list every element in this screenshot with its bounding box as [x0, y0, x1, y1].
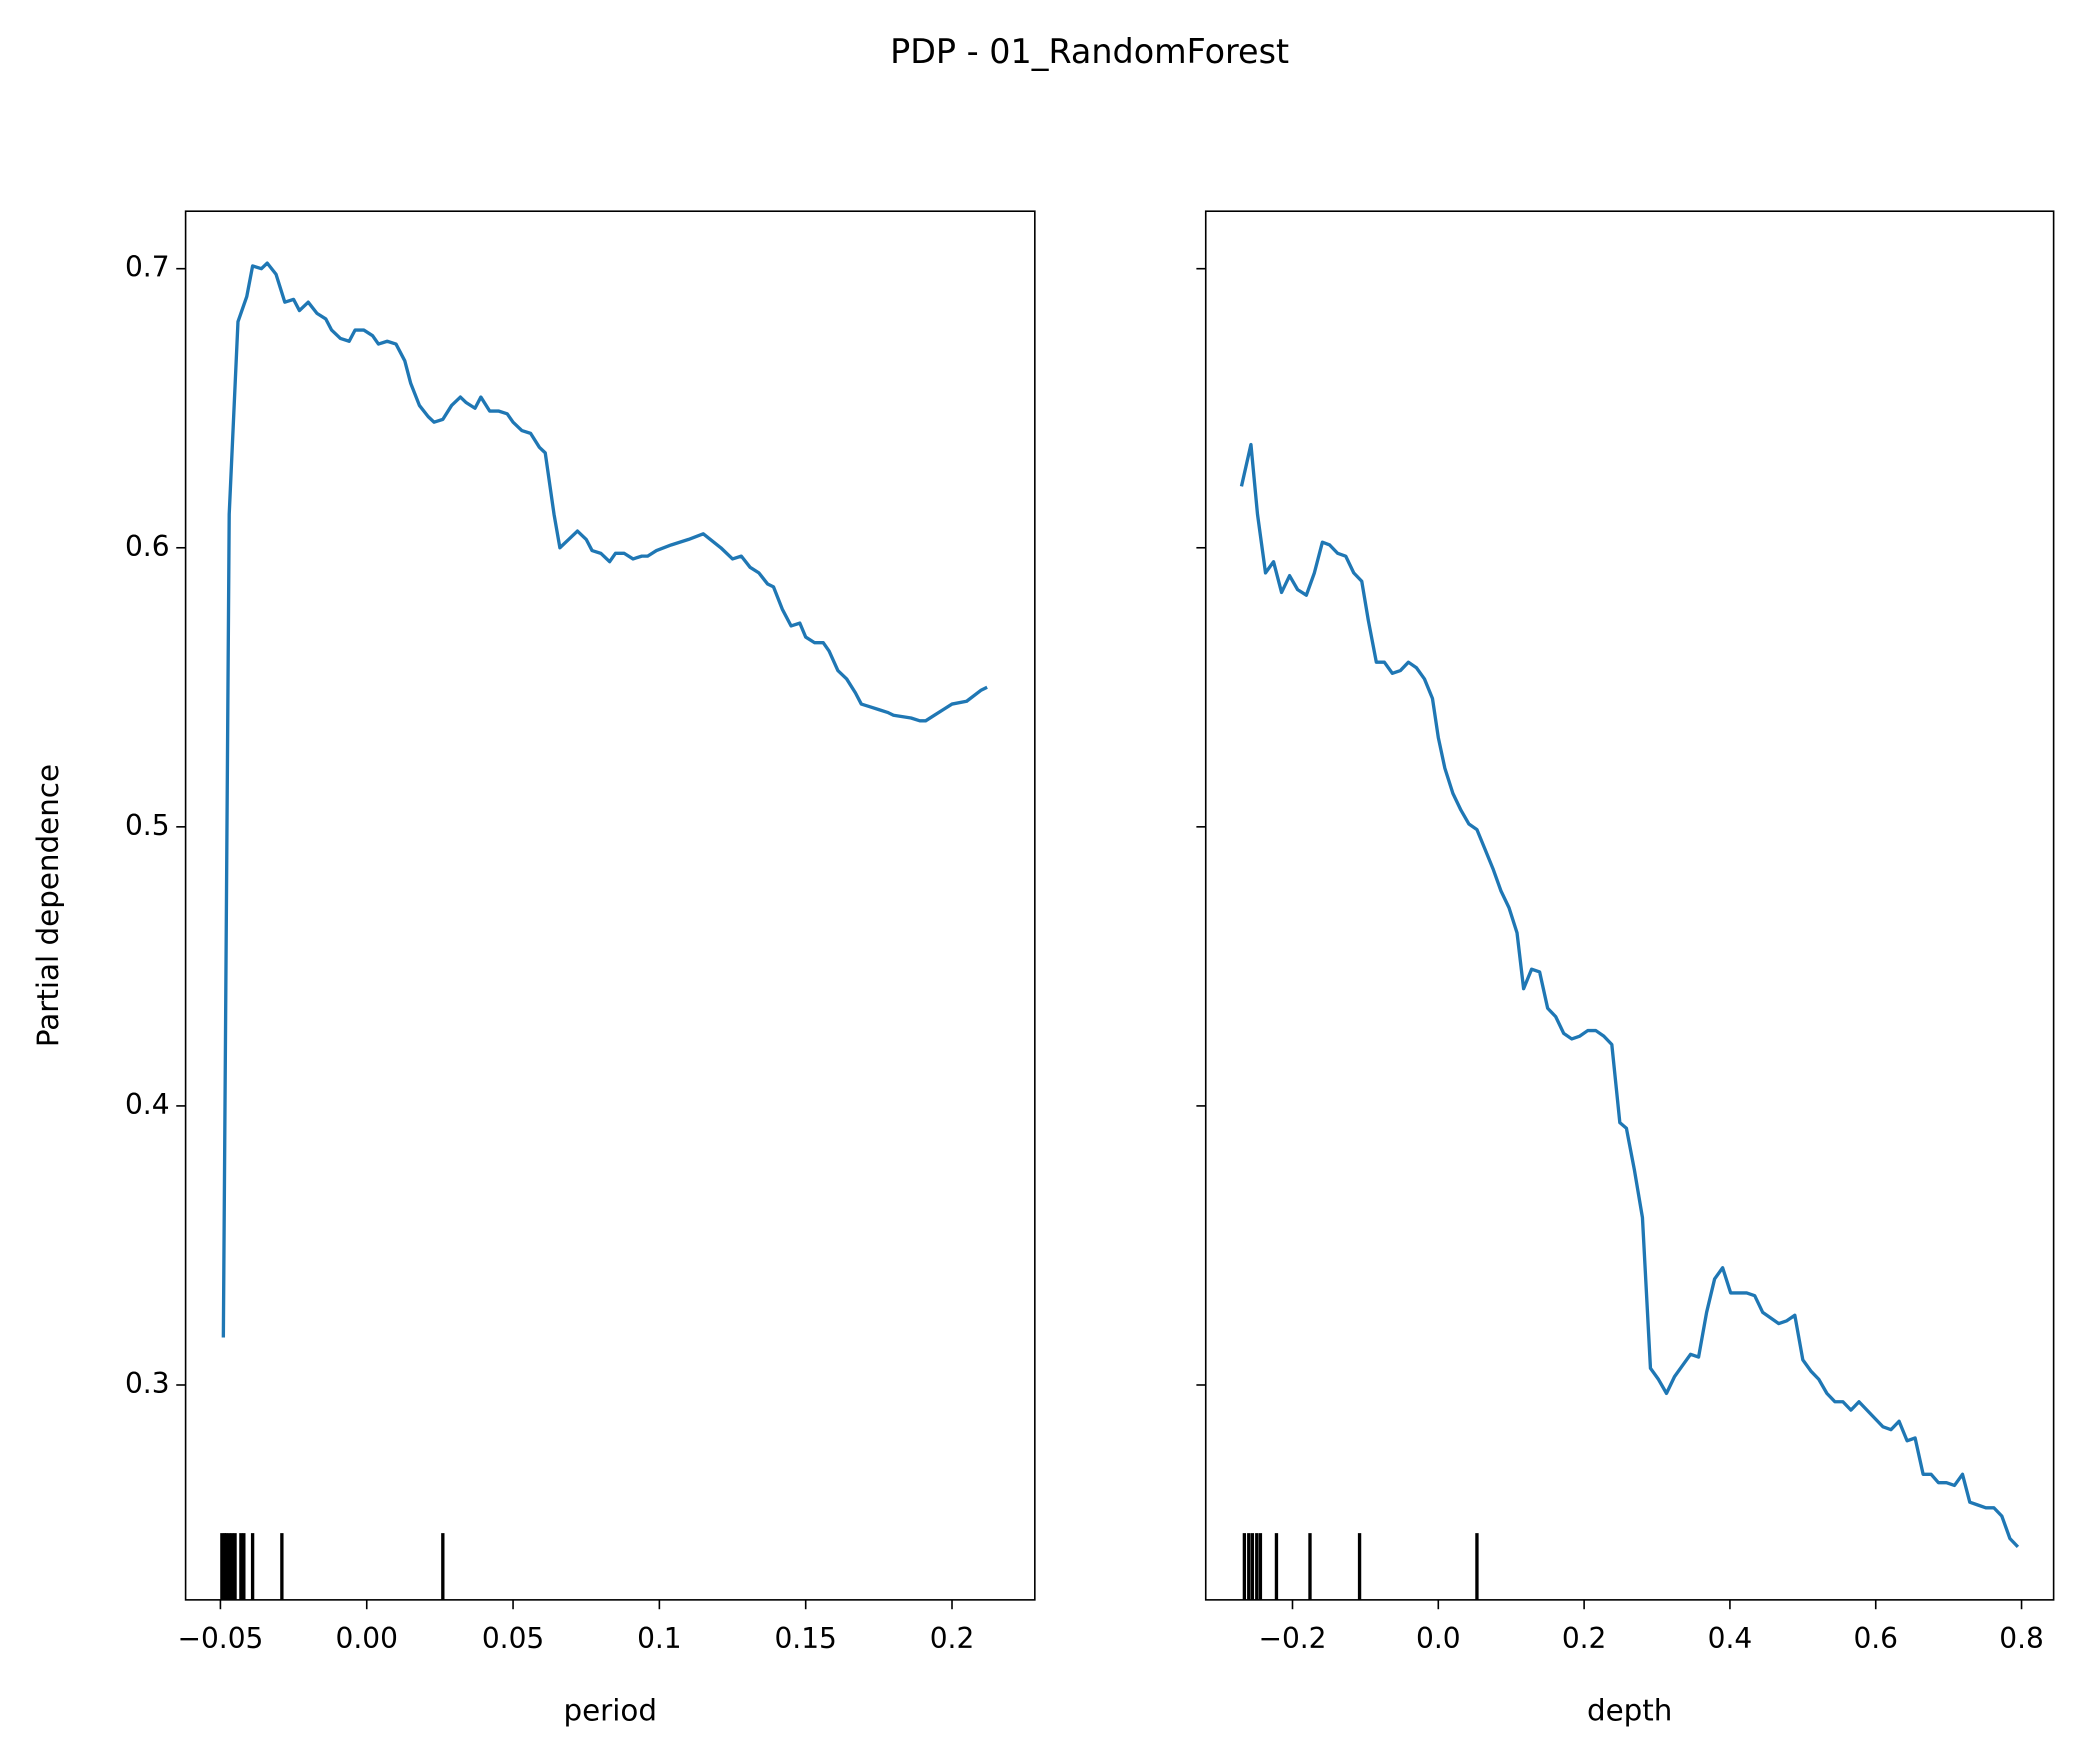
axes-frame — [184, 210, 1036, 1601]
y-tick-label: 0.7 — [125, 251, 170, 284]
x-tick-label: 0.05 — [482, 1622, 544, 1655]
y-tick-label: 0.5 — [125, 809, 170, 842]
y-tick-label: 0.6 — [125, 530, 170, 563]
x-axis-label: depth — [1587, 1694, 1672, 1728]
x-tick-label: 0.0 — [1416, 1622, 1461, 1655]
y-axis-label: Partial dependence — [31, 764, 65, 1047]
x-tick-label: 0.2 — [1562, 1622, 1607, 1655]
x-tick-label: 0.6 — [1853, 1622, 1898, 1655]
y-tick-label: 0.3 — [125, 1367, 170, 1400]
y-tick-label: 0.4 — [125, 1088, 170, 1121]
x-tick-label: −0.05 — [177, 1622, 263, 1655]
x-tick-label: 0.8 — [1999, 1622, 2044, 1655]
axes-frame — [1204, 210, 2055, 1601]
pd-line — [221, 261, 988, 1338]
x-tick-label: 0.2 — [930, 1622, 975, 1655]
x-tick-label: 0.1 — [637, 1622, 682, 1655]
x-tick-label: 0.15 — [774, 1622, 836, 1655]
pd-line — [1239, 442, 2020, 1549]
x-tick-label: 0.00 — [336, 1622, 398, 1655]
x-axis-label: period — [563, 1694, 657, 1728]
figure-title: PDP - 01_RandomForest — [890, 32, 1289, 71]
x-tick-label: 0.4 — [1708, 1622, 1753, 1655]
x-tick-label: −0.2 — [1258, 1622, 1326, 1655]
